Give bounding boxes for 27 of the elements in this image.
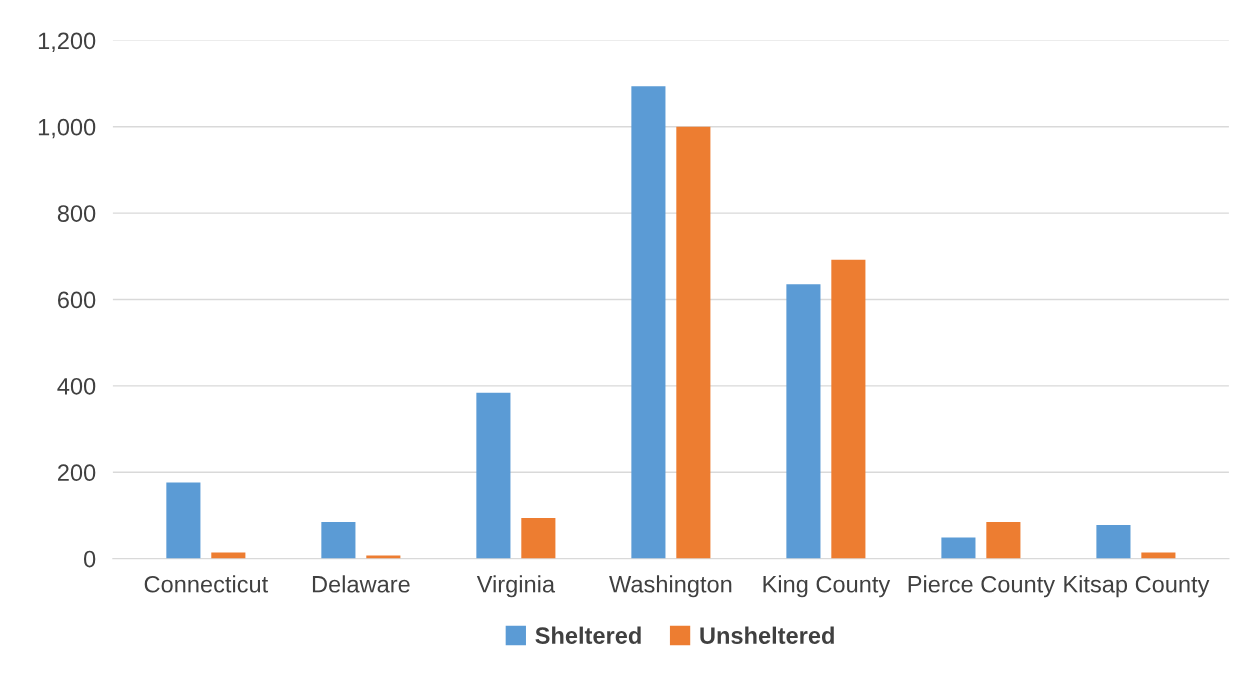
bar xyxy=(831,259,866,559)
bar xyxy=(786,284,821,559)
x-tick-label: Washington xyxy=(609,575,732,598)
y-tick-label: 1,000 xyxy=(38,118,96,139)
bar xyxy=(476,392,511,559)
x-tick-label: Pierce County xyxy=(908,575,1056,598)
bar xyxy=(166,482,201,559)
bar xyxy=(521,518,556,559)
bar xyxy=(321,521,356,559)
legend-label: Unsheltered xyxy=(700,626,834,644)
bar xyxy=(631,86,666,559)
bar xyxy=(986,521,1021,559)
legend-label: Sheltered xyxy=(535,626,641,644)
x-tick-label: Delaware xyxy=(312,575,410,593)
y-tick-label: 1,200 xyxy=(38,32,96,52)
y-tick-label: 800 xyxy=(57,205,96,222)
y-tick-label: 0 xyxy=(83,550,96,568)
bar xyxy=(941,537,976,559)
bar xyxy=(676,126,711,559)
x-tick-label: Virginia xyxy=(476,575,556,598)
y-tick-label: 600 xyxy=(58,291,96,309)
x-tick-label: King County xyxy=(763,575,891,598)
y-tick-label: 200 xyxy=(57,464,96,482)
x-tick-label: Connecticut xyxy=(144,575,269,593)
y-tick-label: 400 xyxy=(57,377,96,395)
bar xyxy=(1096,524,1131,559)
x-tick-label: Kitsap County xyxy=(1064,575,1210,598)
